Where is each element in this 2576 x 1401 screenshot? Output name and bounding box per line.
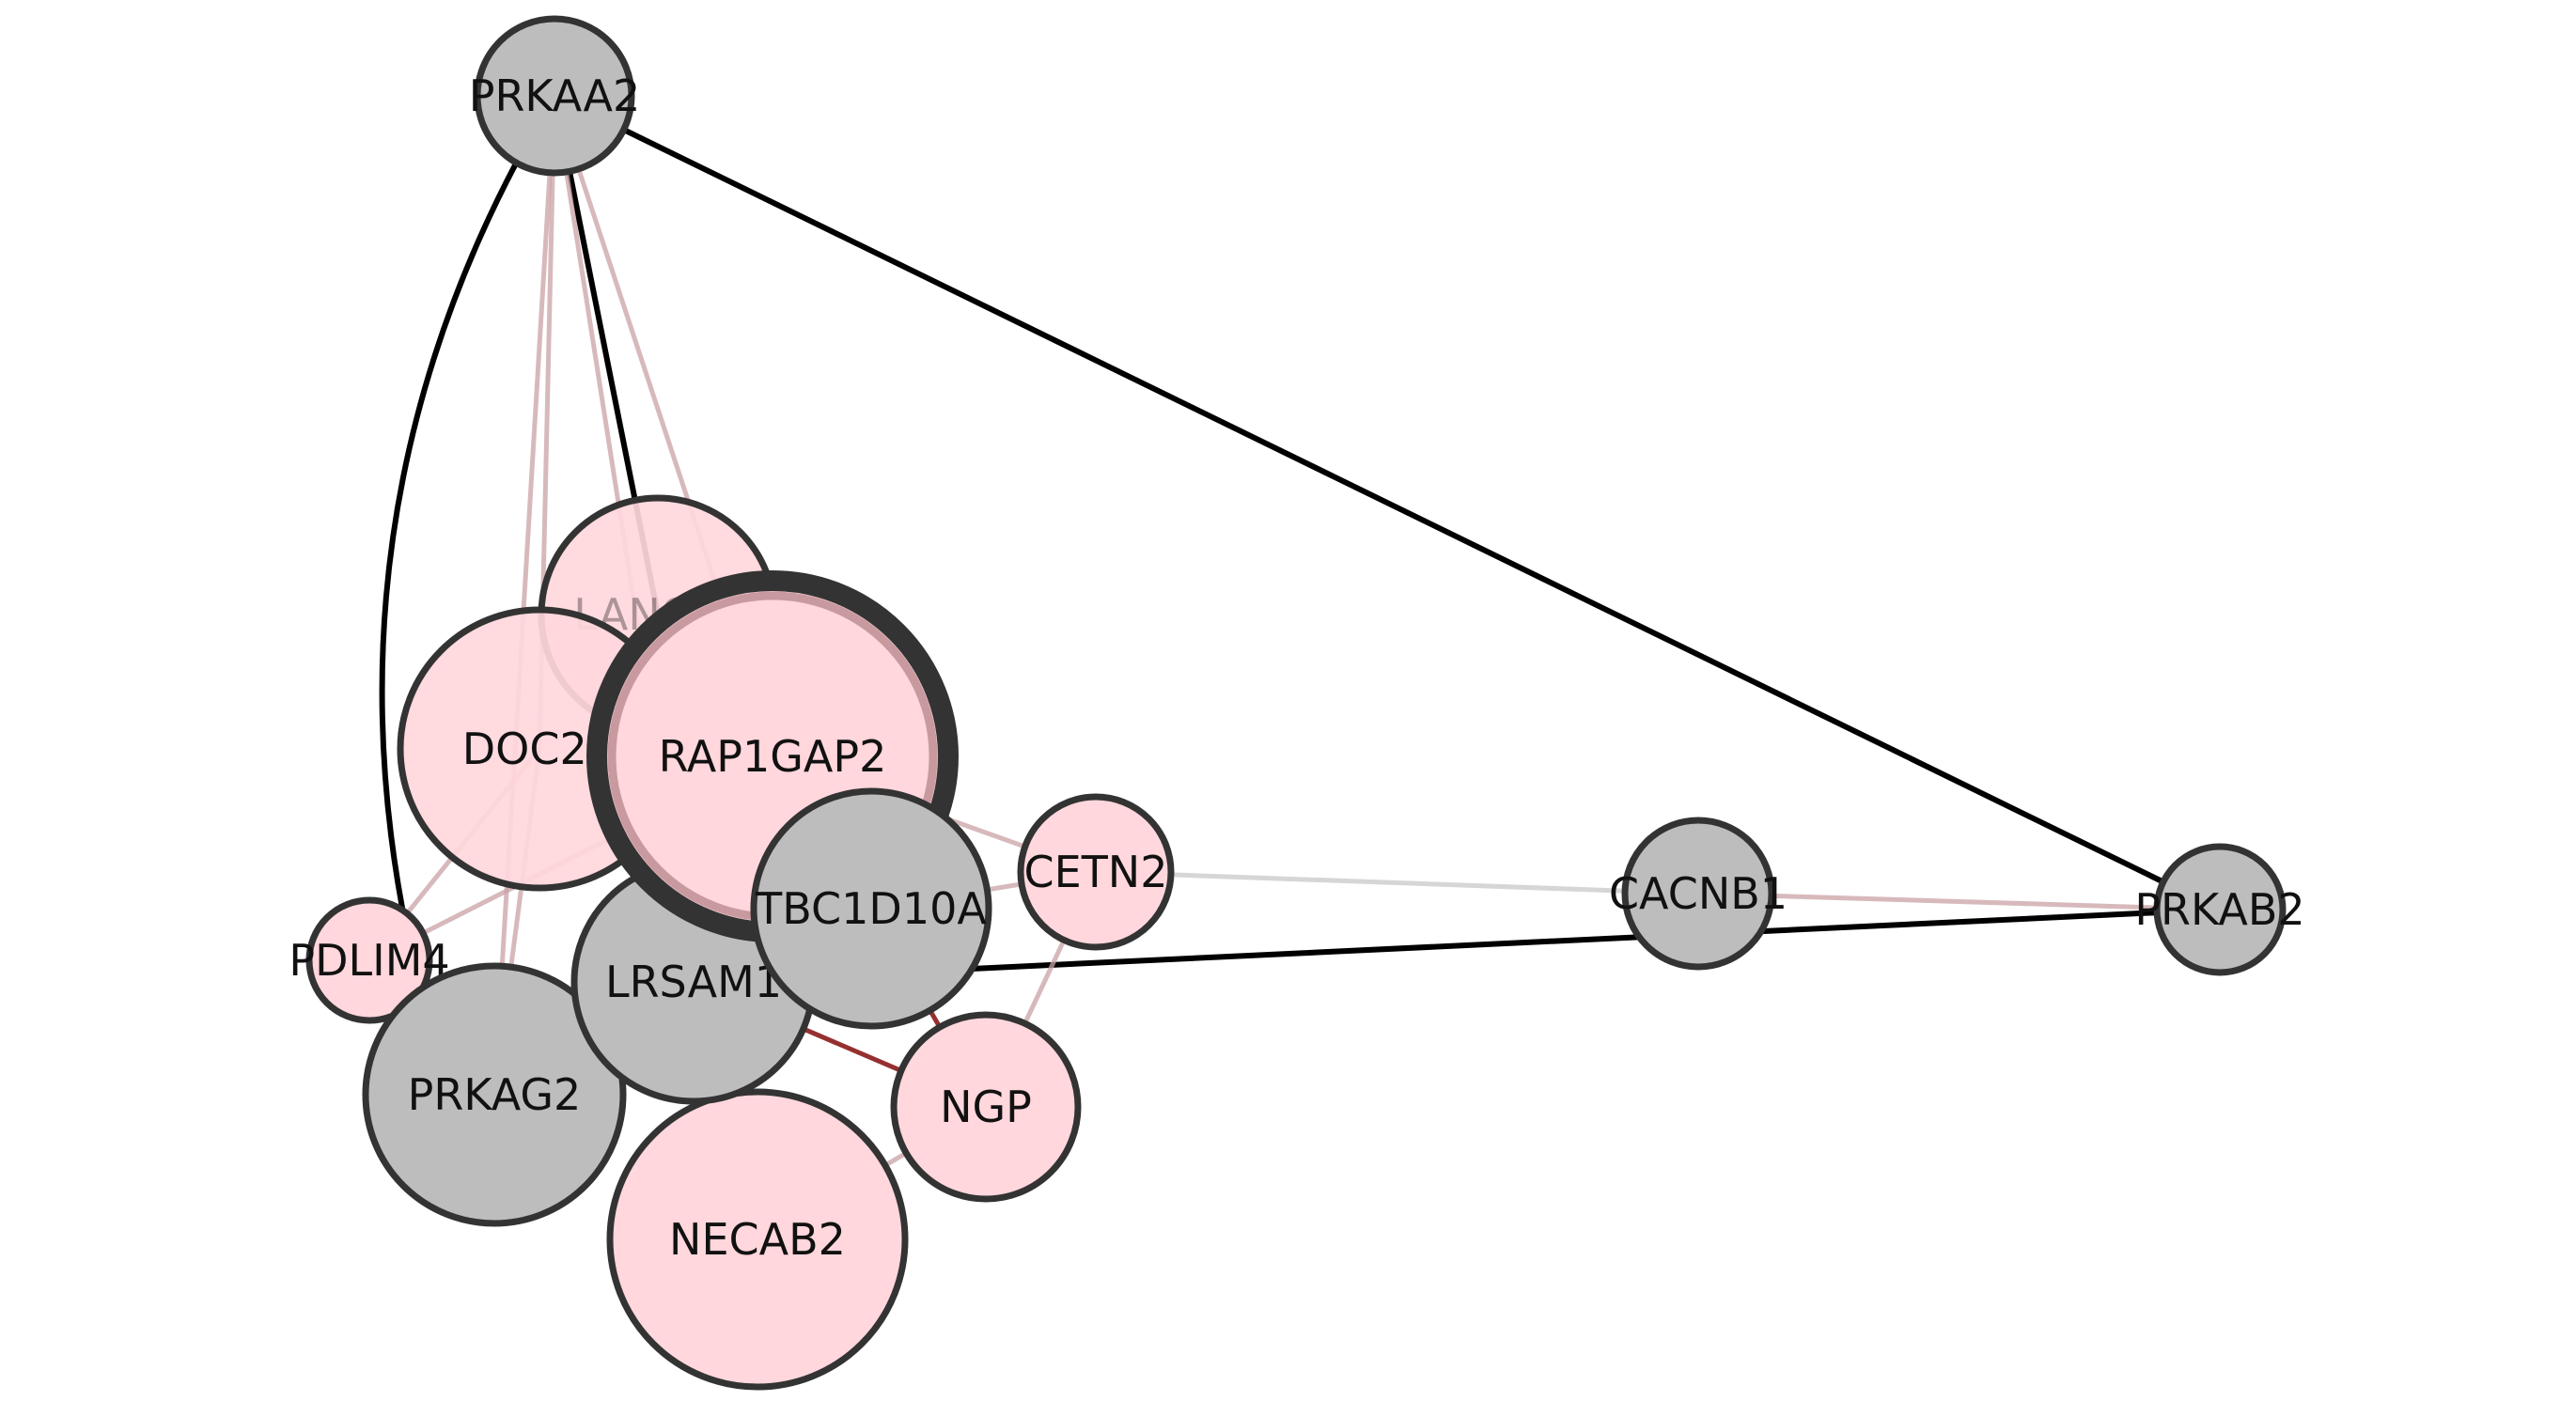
node-ngp[interactable]: NGP [890,1011,1082,1203]
node-label-cetn2: CETN2 [1024,847,1168,897]
node-circle-prkag2 [362,962,627,1227]
node-cacnb1[interactable]: CACNB1 [1609,817,1788,971]
node-label-tbc1d10a: TBC1D10A [755,883,987,934]
node-prkab2[interactable]: PRKAB2 [2134,843,2305,976]
node-label-ngp: NGP [940,1082,1032,1132]
node-circle-tbc1d10a [750,787,992,1030]
node-circle-ngp [890,1011,1082,1203]
edge-prkaa2-prkag2 [492,95,557,1096]
edge-cacnb1-prkab2 [1697,891,2221,912]
node-tbc1d10a[interactable]: TBC1D10A [750,787,992,1030]
node-prkaa2[interactable]: PRKAA2 [469,15,641,177]
edge-prkaa2-pdlim4 [379,160,520,933]
node-circle-cetn2 [1017,793,1175,951]
node-circle-prkaa2 [474,15,635,177]
node-cetn2[interactable]: CETN2 [1017,793,1175,951]
node-prkag2[interactable]: PRKAG2 [362,962,627,1227]
edge-cetn2-cacnb1 [1095,869,1699,896]
node-label-rap1gap2: RAP1GAP2 [659,731,887,782]
node-label-prkaa2: PRKAA2 [469,70,641,121]
edge-prkaa2-prkab2 [553,93,2222,912]
node-necab2[interactable]: NECAB2 [606,1088,909,1391]
node-label-prkag2: PRKAG2 [408,1069,582,1120]
node-label-pdlim4: PDLIM4 [289,935,449,986]
node-label-lrsam1: LRSAM1 [605,957,782,1007]
node-circle-cacnb1 [1621,817,1775,971]
node-pdlim4[interactable]: PDLIM4 [289,896,450,1024]
node-layer: PRKAA2 PRKAB2 CACNB1 PDLIM4 PRKAG2 NECAB2 LRSA… [289,15,2305,1391]
node-label-cacnb1: CACNB1 [1609,868,1788,919]
node-circle-pdlim4 [305,896,433,1024]
node-circle-prkab2 [2153,843,2287,976]
node-circle-necab2 [606,1088,909,1391]
node-label-necab2: NECAB2 [669,1214,846,1265]
node-label-prkab2: PRKAB2 [2134,884,2304,935]
